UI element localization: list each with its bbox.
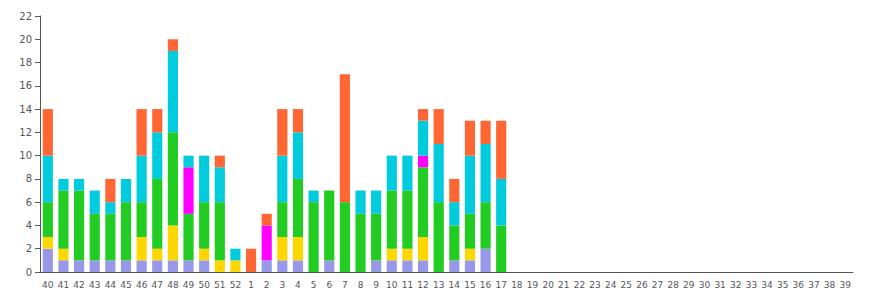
svg-text:42: 42	[73, 280, 84, 290]
svg-text:40: 40	[42, 280, 54, 290]
svg-text:49: 49	[183, 280, 195, 290]
svg-text:13: 13	[433, 280, 444, 290]
svg-text:30: 30	[699, 280, 711, 290]
svg-text:31: 31	[714, 280, 725, 290]
svg-text:10: 10	[19, 150, 32, 161]
svg-text:18: 18	[511, 280, 523, 290]
svg-text:9: 9	[373, 280, 379, 290]
svg-text:18: 18	[19, 57, 32, 68]
svg-text:43: 43	[89, 280, 100, 290]
svg-text:34: 34	[761, 280, 773, 290]
svg-text:25: 25	[621, 280, 632, 290]
svg-text:14: 14	[19, 104, 32, 115]
svg-text:8: 8	[26, 173, 32, 184]
svg-text:46: 46	[136, 280, 148, 290]
svg-text:51: 51	[214, 280, 225, 290]
svg-text:39: 39	[839, 280, 851, 290]
svg-text:16: 16	[480, 280, 492, 290]
svg-text:29: 29	[683, 280, 695, 290]
svg-text:3: 3	[279, 280, 285, 290]
svg-text:5: 5	[311, 280, 317, 290]
svg-text:44: 44	[105, 280, 117, 290]
svg-text:12: 12	[19, 127, 32, 138]
svg-text:19: 19	[527, 280, 539, 290]
svg-text:52: 52	[230, 280, 241, 290]
svg-text:22: 22	[574, 280, 585, 290]
svg-text:35: 35	[777, 280, 788, 290]
svg-text:33: 33	[746, 280, 757, 290]
svg-text:0: 0	[26, 267, 32, 278]
svg-text:4: 4	[26, 220, 32, 231]
svg-text:47: 47	[152, 280, 163, 290]
svg-text:8: 8	[358, 280, 364, 290]
svg-text:7: 7	[342, 280, 348, 290]
svg-text:24: 24	[605, 280, 617, 290]
svg-text:10: 10	[386, 280, 398, 290]
svg-text:50: 50	[198, 280, 210, 290]
svg-text:41: 41	[58, 280, 69, 290]
svg-text:1: 1	[248, 280, 254, 290]
svg-text:36: 36	[793, 280, 805, 290]
svg-text:26: 26	[636, 280, 648, 290]
svg-text:4: 4	[295, 280, 301, 290]
svg-text:48: 48	[167, 280, 179, 290]
svg-text:37: 37	[808, 280, 819, 290]
svg-text:28: 28	[667, 280, 679, 290]
svg-text:38: 38	[824, 280, 836, 290]
svg-text:15: 15	[464, 280, 475, 290]
svg-text:45: 45	[120, 280, 131, 290]
svg-text:27: 27	[652, 280, 663, 290]
svg-text:17: 17	[495, 280, 506, 290]
svg-text:21: 21	[558, 280, 569, 290]
svg-text:20: 20	[19, 34, 32, 45]
svg-text:2: 2	[26, 243, 32, 254]
svg-text:16: 16	[19, 80, 32, 91]
svg-text:23: 23	[589, 280, 600, 290]
svg-text:6: 6	[26, 197, 32, 208]
svg-text:32: 32	[730, 280, 741, 290]
svg-text:2: 2	[264, 280, 270, 290]
svg-text:20: 20	[542, 280, 554, 290]
svg-text:22: 22	[19, 11, 32, 22]
svg-text:6: 6	[326, 280, 332, 290]
svg-text:12: 12	[417, 280, 428, 290]
svg-text:11: 11	[402, 280, 413, 290]
svg-text:14: 14	[449, 280, 461, 290]
